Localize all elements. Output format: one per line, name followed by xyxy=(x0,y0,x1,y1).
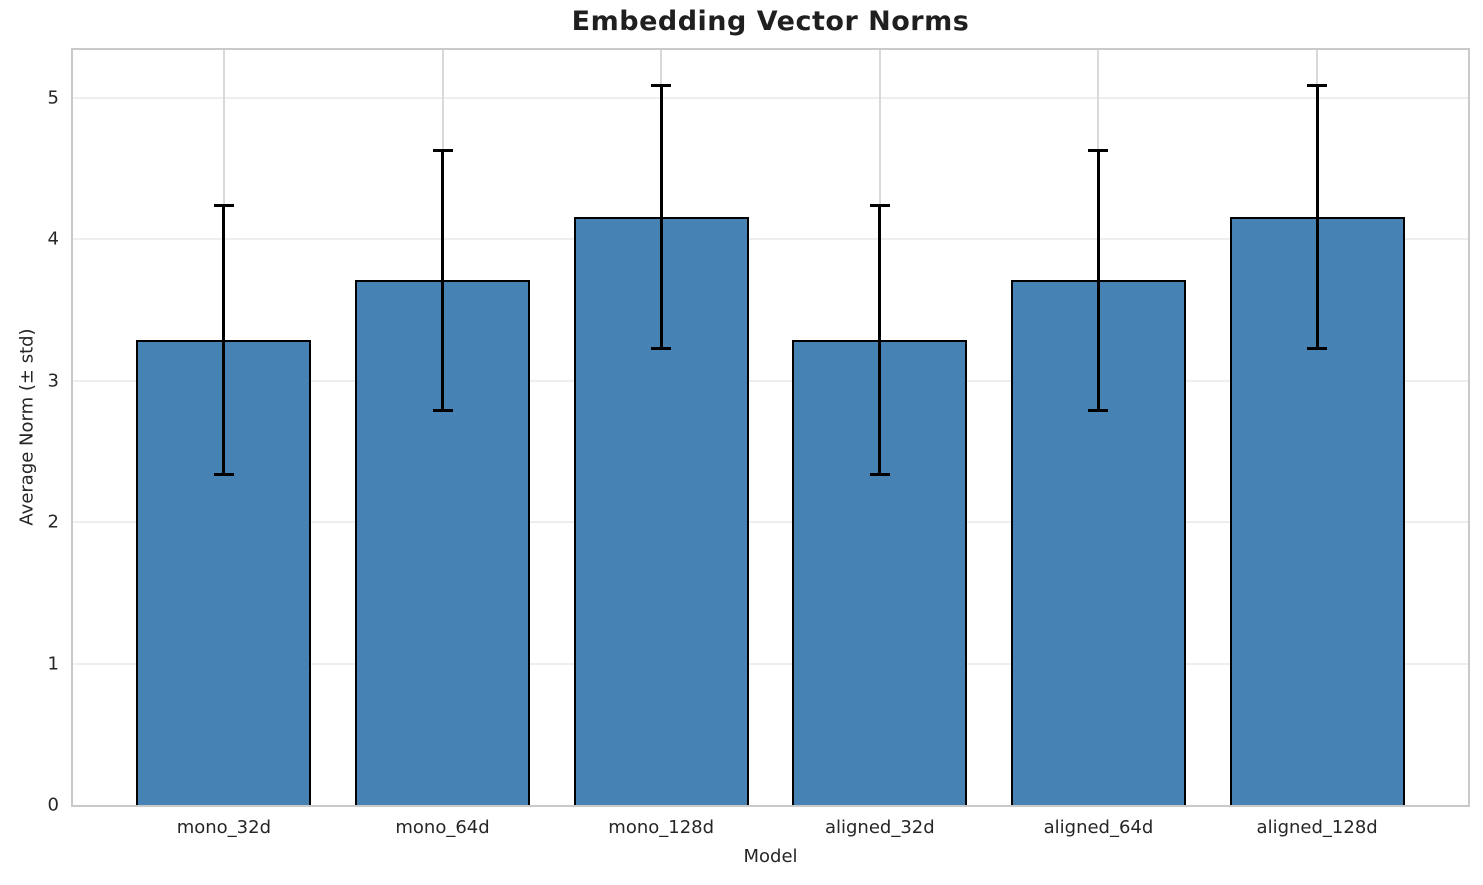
error-bar-cap-bottom xyxy=(1088,409,1109,413)
x-tick-label-aligned_128d: aligned_128d xyxy=(1256,817,1378,838)
error-bar-line xyxy=(222,205,226,475)
y-axis-label: Average Norm (± std) xyxy=(16,328,38,526)
error-bar-cap-bottom xyxy=(651,346,672,350)
y-gridline xyxy=(73,662,1468,665)
x-axis-label: Model xyxy=(743,846,798,867)
y-tick-label: 4 xyxy=(47,228,59,250)
y-tick-label: 0 xyxy=(47,794,59,816)
x-tick-label-aligned_32d: aligned_32d xyxy=(824,817,935,838)
y-tick-label: 2 xyxy=(47,511,59,533)
error-bar-line xyxy=(1096,150,1100,411)
y-tick-label: 1 xyxy=(47,653,59,675)
error-bar-cap-top xyxy=(213,204,234,208)
chart-title: Embedding Vector Norms xyxy=(571,6,970,37)
error-bar-cap-top xyxy=(869,204,890,208)
y-tick-label: 5 xyxy=(47,87,59,109)
error-bar-line xyxy=(1315,85,1319,349)
error-bar-cap-top xyxy=(651,83,672,87)
x-tick-label-mono_32d: mono_32d xyxy=(176,817,272,838)
bar-mono_32d xyxy=(136,339,312,805)
y-gridline xyxy=(73,521,1468,524)
error-bar-line xyxy=(659,85,663,349)
y-gridline xyxy=(73,97,1468,100)
error-bar-cap-bottom xyxy=(1307,346,1328,350)
error-bar-cap-top xyxy=(1307,83,1328,87)
y-gridline xyxy=(73,238,1468,241)
error-bar-cap-top xyxy=(1088,148,1109,152)
x-tick-label-mono_128d: mono_128d xyxy=(608,817,715,838)
error-bar-cap-bottom xyxy=(213,472,234,476)
y-gridline xyxy=(73,379,1468,382)
plot-area: 0 1 2 3 4 5 mono_32d mono_64d mono_128d aligned_3… xyxy=(48,48,1470,838)
x-tick-label-mono_64d: mono_64d xyxy=(395,817,490,838)
y-tick-label: 3 xyxy=(47,370,59,392)
error-bar-cap-top xyxy=(432,148,453,152)
error-bar-line xyxy=(441,150,445,411)
x-tick-label-aligned_64d: aligned_64d xyxy=(1043,817,1154,838)
error-bar-cap-bottom xyxy=(432,409,453,413)
error-bar-line xyxy=(878,205,882,475)
error-bar-cap-bottom xyxy=(869,472,890,476)
